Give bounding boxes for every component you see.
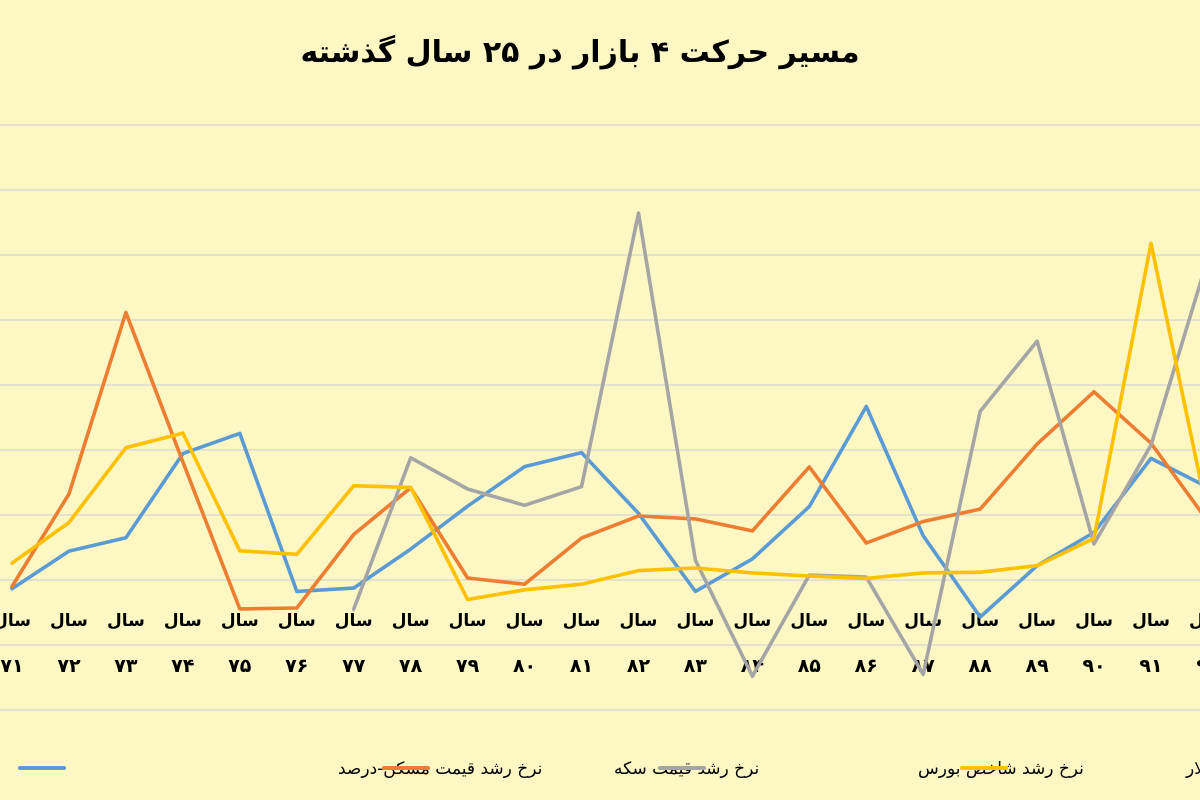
x-tick-label-year-word: سال: [392, 611, 430, 631]
x-tick-label-year-word: سال: [1018, 611, 1056, 631]
x-tick-label-year-word: سال: [961, 611, 999, 631]
x-tick-label-year-number: ۸۳: [684, 655, 708, 677]
series-line-4: [10, 241, 1200, 602]
x-axis-ticks: سال ۷۱ سال ۷۲ سال ۷۳ سال ۷۴ سال ۷۵ سال ۷۶ سال ۷۷ سال ۷۸…: [0, 611, 1200, 677]
legend-entry: نرخ رشد قیمت دلار: [960, 759, 1200, 779]
x-tick-label-year-word: سال: [676, 611, 714, 631]
x-tick-label-year-word: سال: [620, 611, 658, 631]
x-tick-label-year-word: سال: [221, 611, 259, 631]
x-tick-label-year-word: سال: [1189, 611, 1200, 631]
x-tick-label-year-number: ۸۹: [1025, 655, 1049, 677]
x-tick-label-year-number: ۷۷: [342, 655, 366, 677]
series-lines: [10, 211, 1200, 678]
legend-label: نرخ رشد قیمت مسکن-درصد: [338, 759, 542, 779]
x-tick-label-year-word: سال: [790, 611, 828, 631]
x-tick-label-year-word: سال: [1075, 611, 1113, 631]
x-tick-label-year-number: ۸۱: [570, 655, 593, 677]
x-tick-label-year-word: سال: [0, 611, 31, 631]
x-tick-label-year-word: سال: [164, 611, 202, 631]
x-tick-label-year-number: ۸۲: [627, 655, 651, 677]
legend-label: نرخ رشد قیمت دلار: [1185, 759, 1200, 779]
x-tick-label-year-number: ۸۵: [798, 655, 822, 677]
grid-lines: [0, 124, 1200, 711]
x-tick-label-year-number: ۷۱: [0, 655, 23, 677]
x-tick-label-year-number: ۸۸: [969, 655, 993, 677]
x-tick-label-year-word: سال: [107, 611, 145, 631]
x-tick-label-year-number: ۷۲: [57, 655, 81, 677]
x-tick-label-year-word: سال: [278, 611, 316, 631]
x-tick-label-year-number: ۷۵: [228, 655, 252, 677]
series-line-2: [10, 310, 1200, 611]
series-line-1: [10, 404, 1200, 619]
legend-entry: نرخ رشد قیمت مسکن-درصد: [18, 759, 542, 779]
x-tick-label-year-number: ۷۳: [114, 655, 138, 677]
x-tick-label-year-word: سال: [1132, 611, 1170, 631]
series-line-3: [351, 211, 1200, 678]
x-tick-label-year-number: ۸۰: [513, 655, 536, 677]
x-tick-label-year-number: ۷۶: [285, 655, 308, 677]
x-tick-label-year-word: سال: [335, 611, 373, 631]
x-tick-label-year-number: ۷۴: [171, 655, 194, 677]
x-tick-label-year-number: ۷۹: [456, 655, 480, 677]
x-tick-label-year-word: سال: [733, 611, 771, 631]
x-tick-label-year-word: سال: [449, 611, 487, 631]
x-tick-label-year-number: ۹۱: [1139, 655, 1162, 677]
x-tick-label-year-number: ۸۶: [855, 655, 878, 677]
x-tick-label-year-word: سال: [563, 611, 601, 631]
x-tick-label-year-number: ۷۸: [399, 655, 423, 677]
x-tick-label-year-number: ۹۲: [1196, 655, 1200, 677]
x-tick-label-year-word: سال: [847, 611, 885, 631]
x-tick-label-year-word: سال: [506, 611, 544, 631]
chart-title: مسیر حرکت ۴ بازار در ۲۵ سال گذشته: [300, 34, 859, 70]
x-tick-label-year-word: سال: [50, 611, 88, 631]
x-tick-label-year-number: ۹۰: [1082, 655, 1105, 677]
